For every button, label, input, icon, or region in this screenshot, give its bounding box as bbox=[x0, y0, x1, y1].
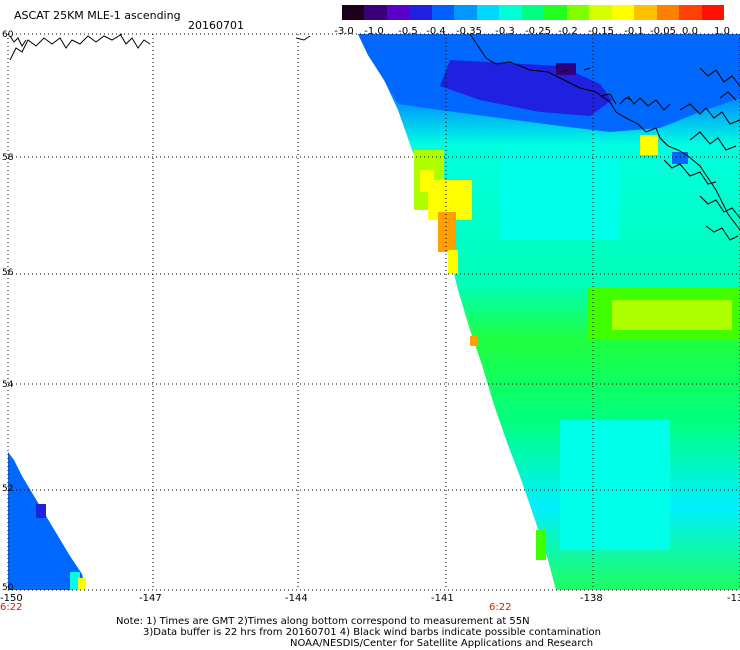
colorbar-tick-label: -0.4 bbox=[426, 26, 446, 37]
coastline bbox=[627, 95, 671, 111]
latitude-label: 58 bbox=[2, 153, 14, 163]
coastline bbox=[679, 103, 740, 125]
left-swath bbox=[8, 452, 86, 590]
coastline bbox=[9, 35, 27, 47]
colorbar-segment bbox=[634, 5, 657, 20]
colorbar-segment bbox=[679, 5, 702, 20]
coastline bbox=[295, 35, 311, 41]
colorbar-segment bbox=[611, 5, 635, 20]
colorbar-ticks: -3.0 -1.0 -0.5 -0.4 -0.35 -0.3 -0.25 -0.2 -0.15-… bbox=[330, 26, 740, 38]
coastline bbox=[645, 127, 740, 231]
patch-blue-coast bbox=[672, 152, 688, 164]
longitude-label: -147 bbox=[139, 593, 162, 604]
left-swath-deep-cell bbox=[36, 504, 46, 518]
latitude-label: 60 bbox=[2, 30, 14, 40]
colorbar-segment bbox=[656, 5, 680, 20]
colorbar-segment bbox=[386, 5, 410, 20]
latitude-label: 54 bbox=[2, 380, 14, 390]
longitude-label: -144 bbox=[285, 593, 308, 604]
footer-note-3: NOAA/NESDIS/Center for Satellite Applica… bbox=[290, 638, 594, 649]
coastline bbox=[705, 225, 739, 241]
coastline bbox=[699, 67, 740, 87]
coastline bbox=[663, 159, 717, 185]
patch-yellow-edge bbox=[420, 170, 434, 192]
longitude-label: -13 bbox=[727, 593, 740, 604]
patch-yellow-lower bbox=[448, 250, 458, 274]
map-title: ASCAT 25KM MLE-1 ascending bbox=[14, 9, 181, 22]
colorbar-segment bbox=[701, 5, 724, 20]
longitude-label: -150 bbox=[0, 593, 23, 604]
map-date: 20160701 bbox=[188, 19, 244, 32]
patch-cyan-south bbox=[560, 420, 670, 550]
coastline bbox=[9, 33, 123, 61]
patch-yellow-green-band bbox=[612, 300, 732, 330]
swath-purple-cell bbox=[556, 63, 576, 75]
colorbar-tick-label: -0.35 bbox=[456, 26, 482, 37]
colorbar-segment bbox=[342, 5, 365, 20]
patch-cyan-core bbox=[500, 150, 620, 240]
colorbar-tick-label: -0.5 bbox=[398, 26, 418, 37]
colorbar-segment bbox=[431, 5, 455, 20]
colorbar-segment bbox=[409, 5, 432, 20]
footer-note-1: Note: 1) Times are GMT 2)Times along bot… bbox=[116, 616, 530, 627]
patch-orange-small bbox=[470, 336, 478, 346]
colorbar-segment bbox=[454, 5, 477, 20]
colorbar-tick-label: -0.05 bbox=[650, 26, 676, 37]
patch-orange bbox=[438, 212, 456, 252]
left-swath-yellow-cell bbox=[78, 578, 86, 590]
coastline bbox=[119, 33, 151, 49]
latitude-label: 52 bbox=[2, 484, 13, 494]
colorbar-tick-label: 0.0 bbox=[682, 26, 698, 37]
colorbar-segment bbox=[566, 5, 590, 20]
colorbar-tick-label: 1.0 bbox=[714, 26, 730, 37]
colorbar-tick-label: -0.15 bbox=[588, 26, 614, 37]
colorbar-tick-label: -0.3 bbox=[495, 26, 515, 37]
coastline bbox=[555, 65, 569, 73]
patch-lime-edge bbox=[536, 530, 546, 560]
colorbar-tick-label: -0.25 bbox=[525, 26, 551, 37]
coastline bbox=[599, 93, 617, 105]
colorbar-segment bbox=[521, 5, 545, 20]
colorbar-segment bbox=[364, 5, 387, 20]
colorbar-tick-label: -0.1 bbox=[624, 26, 644, 37]
footer-note-2: 3)Data buffer is 22 hrs from 20160701 4)… bbox=[143, 627, 601, 638]
colorbar-tick-label: -1.0 bbox=[364, 26, 384, 37]
patch-yellow-coast bbox=[640, 135, 658, 155]
colorbar-segment bbox=[544, 5, 567, 20]
longitude-label: -138 bbox=[580, 593, 603, 604]
time-label: 6:22 bbox=[0, 602, 22, 613]
coastline bbox=[583, 67, 591, 71]
colorbar-tick-label: -0.2 bbox=[558, 26, 578, 37]
colorbar-segment bbox=[589, 5, 612, 20]
coastline bbox=[699, 195, 740, 219]
colorbar-segment bbox=[476, 5, 500, 20]
coastline bbox=[469, 33, 647, 133]
left-swath-cyan-cell bbox=[70, 572, 80, 590]
time-label: 6:22 bbox=[489, 602, 511, 613]
coastline bbox=[689, 131, 737, 151]
colorbar-segment bbox=[499, 5, 522, 20]
colorbar-tick-label: -3.0 bbox=[334, 26, 354, 37]
coastline bbox=[719, 91, 737, 101]
colorbar bbox=[342, 5, 724, 20]
latitude-label: 56 bbox=[2, 268, 14, 278]
longitude-label: -141 bbox=[431, 593, 454, 604]
latitude-label: 50 bbox=[2, 583, 14, 593]
